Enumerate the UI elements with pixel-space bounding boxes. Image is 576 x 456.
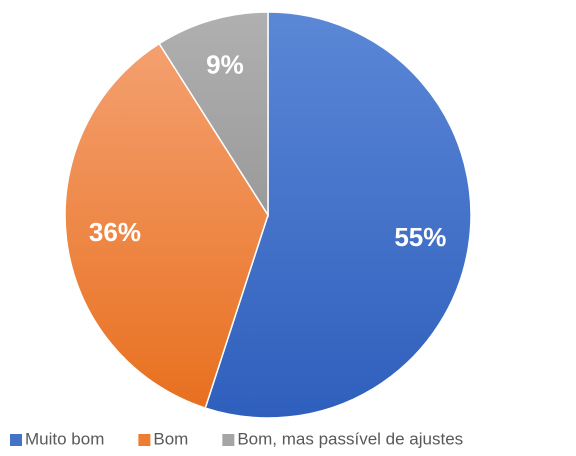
pie-slice: [64, 42, 269, 410]
data-label: 36%: [89, 217, 141, 247]
legend-label: Muito bom: [25, 429, 104, 448]
legend-label: Bom: [153, 429, 188, 448]
data-label: 55%: [394, 222, 446, 252]
legend-label: Bom, mas passível de ajustes: [237, 429, 463, 448]
legend-swatch: [222, 434, 235, 446]
legend-swatch: [10, 434, 22, 446]
data-label: 9%: [206, 50, 244, 80]
pie-slice: [204, 11, 472, 419]
pie-slice: [158, 11, 269, 218]
legend-swatch: [138, 434, 151, 446]
